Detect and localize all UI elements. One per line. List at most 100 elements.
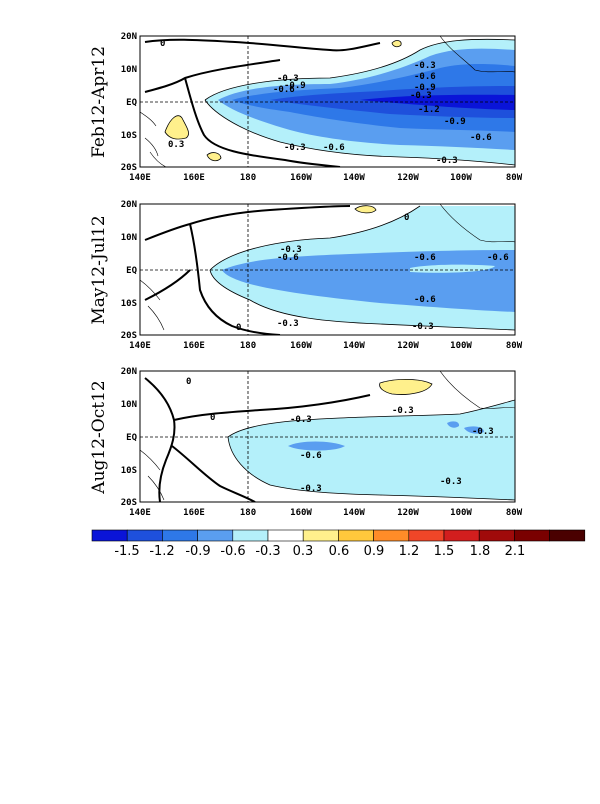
contour-label: -0.3 [284, 143, 306, 153]
contour-line [227, 436, 515, 501]
contour-label: 0 [210, 413, 215, 423]
shade-plus-0-3 [206, 152, 222, 162]
colorbar-swatch [549, 529, 586, 542]
zero-contour [189, 223, 281, 335]
contour-label: -0.6 [300, 451, 322, 461]
y-tick-label: 10S [121, 131, 137, 141]
zero-contour [171, 445, 256, 502]
colorbar-label: 0.6 [329, 544, 350, 559]
y-tick-label: 10N [121, 400, 137, 410]
panel-feb-apr: Feb12-Apr12 [89, 32, 523, 183]
y-tick-label: 10N [121, 65, 137, 75]
y-tick-label: 10N [121, 233, 137, 243]
x-tick-label: 160W [290, 173, 312, 183]
colorbar-swatch [408, 529, 445, 542]
contour-label: -0.6 [323, 143, 345, 153]
x-tick-label: 140W [343, 508, 365, 518]
y-tick-label: EQ [126, 98, 137, 108]
y-tick-label: 20S [121, 498, 137, 508]
zero-contour [144, 59, 281, 93]
zero-contour [144, 205, 351, 241]
contour-label: -0.3 [414, 61, 436, 71]
colorbar-label: 1.5 [434, 544, 455, 559]
colorbar-label: -0.3 [255, 544, 280, 559]
contour-label: -0.3 [472, 427, 494, 437]
x-tick-label: 160E [183, 508, 205, 518]
contour-label: -0.3 [436, 156, 458, 166]
y-tick-label: 20N [121, 200, 137, 210]
colorbar-swatch [338, 529, 374, 542]
y-tick-labels: 20N 10N EQ 10S 20S [121, 200, 138, 341]
panel-frame [139, 203, 516, 336]
shade-plus-0-3 [379, 378, 433, 395]
contour-label: -0.6 [277, 253, 299, 263]
colorbar-label: 0.9 [364, 544, 385, 559]
contour-label: 0 [404, 213, 409, 223]
contour-label: -0.6 [414, 253, 436, 263]
coastline [140, 36, 515, 167]
contour-label: -0.3 [440, 477, 462, 487]
zero-contour [144, 377, 176, 502]
x-tick-label: 160W [290, 508, 312, 518]
coastline [140, 204, 515, 331]
y-tick-label: 20S [121, 331, 137, 341]
shade-minus-0-3 [410, 264, 495, 273]
contour-label: -0.9 [284, 81, 306, 91]
y-tick-label: EQ [126, 433, 137, 443]
contour-label: -0.6 [273, 85, 295, 95]
y-tick-label: EQ [126, 266, 137, 276]
x-tick-label: 180 [240, 341, 256, 351]
shade-minus-0-6 [447, 421, 460, 428]
y-tick-label: 10S [121, 299, 137, 309]
shade-minus-0-3 [228, 400, 515, 500]
contour-labels: -0.3 -0.3 -0.3 -0.6 -0.3 -0.3 0 0 [186, 377, 494, 494]
contour-label: -0.6 [414, 72, 436, 82]
panel-may-jul: May12-Jul12 -0.3 -0.6 -0.6 -0.6 -0.6 -0.… [89, 200, 523, 351]
contour-label: -0.6 [414, 295, 436, 305]
colorbar-swatch [162, 529, 198, 542]
colorbar-label: 1.2 [399, 544, 420, 559]
contour-label: -0.3 [410, 91, 432, 101]
x-tick-labels: 140E 160E 180 160W 140W 120W 100W 80W [129, 341, 523, 351]
x-tick-labels: 140E 160E 180 160W 140W 120W 100W 80W [129, 173, 523, 183]
contour-line [209, 269, 515, 331]
contour-labels: -0.3 -0.6 -0.9 -0.3 -0.6 -0.9 -0.3 -1.2 … [160, 39, 492, 166]
y-tick-labels: 20N 10N EQ 10S 20S [121, 32, 138, 173]
colorbar-label: 0.3 [293, 544, 314, 559]
colorbar-label: -0.6 [220, 544, 245, 559]
zero-contour [144, 38, 381, 52]
x-tick-label: 80W [506, 173, 523, 183]
colorbar-swatch [267, 529, 304, 542]
contour-label: -0.3 [300, 484, 322, 494]
x-tick-label: 160E [183, 173, 205, 183]
colorbar-swatch [478, 529, 515, 542]
x-tick-labels: 140E 160E 180 160W 140W 120W 100W 80W [129, 508, 523, 518]
x-tick-label: 180 [240, 508, 256, 518]
x-tick-label: 80W [506, 341, 523, 351]
y-tick-label: 20N [121, 367, 137, 377]
contour-label: 0 [186, 377, 191, 387]
colorbar-swatch [232, 529, 269, 542]
x-tick-label: 100W [450, 173, 472, 183]
x-tick-label: 140E [129, 508, 151, 518]
contour-label: 0 [160, 39, 165, 49]
panel-frame [139, 35, 516, 168]
colorbar-swatch [126, 529, 163, 542]
y-tick-label: 20N [121, 32, 137, 42]
colorbar-labels: -1.5 -1.2 -0.9 -0.6 -0.3 0.3 0.6 0.9 1.2… [114, 544, 525, 559]
panel-aug-oct: Aug12-Oct12 -0.3 -0.3 -0.3 -0.6 -0.3 -0.… [89, 367, 523, 518]
contour-label: -0.3 [412, 322, 434, 332]
x-tick-label: 120W [397, 508, 419, 518]
shade-plus-0-3 [164, 115, 189, 140]
x-tick-label: 180 [240, 173, 256, 183]
contour-line [204, 38, 515, 101]
colorbar-label: -1.2 [149, 544, 174, 559]
contour-label: -0.3 [290, 415, 312, 425]
x-tick-label: 160E [183, 341, 205, 351]
shade-plus-0-3 [391, 40, 402, 48]
contour-line [204, 99, 515, 166]
colorbar-swatch [373, 529, 410, 542]
contour-label: -1.2 [418, 105, 440, 115]
x-tick-label: 140E [129, 341, 151, 351]
